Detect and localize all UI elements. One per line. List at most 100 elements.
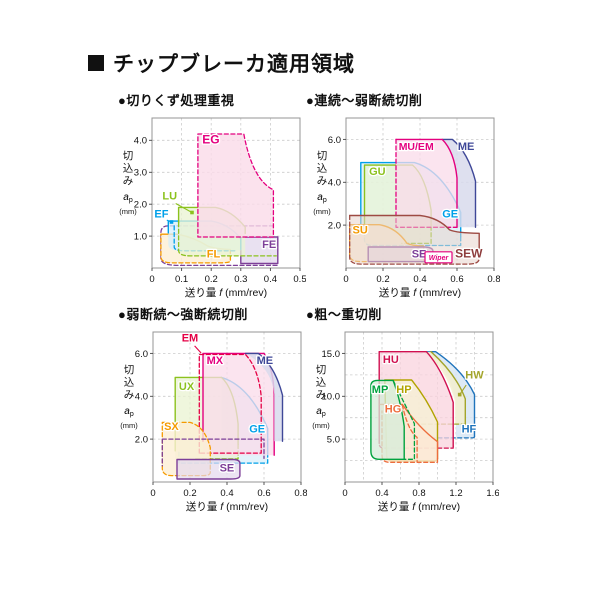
region-label-HF: HF: [462, 424, 477, 436]
svg-text:切: 切: [124, 364, 135, 376]
x-axis-label: 送り量 f (mm/rev): [379, 286, 461, 299]
regions: [160, 133, 279, 267]
x-tick-label: 0.8: [412, 488, 425, 499]
region-labels: FE FL EF LU EG: [153, 131, 277, 262]
plot-border: [151, 117, 301, 269]
region-ME: [441, 138, 477, 228]
x-axis-label: 送り量 f (mm/rev): [185, 286, 267, 299]
svg-text:み: み: [316, 389, 327, 401]
region-EG: [197, 133, 275, 238]
svg-text:ap: ap: [123, 192, 133, 204]
svg-text:ap: ap: [316, 406, 326, 418]
region-label-SEW: SEW: [455, 246, 483, 260]
region-label-LU: LU: [162, 191, 177, 203]
x-tick-label: 0.4: [264, 274, 277, 285]
svg-text:(mm): (mm): [119, 207, 137, 216]
y-axis-label: 切込み ap (mm): [312, 364, 330, 430]
svg-text:込: 込: [316, 377, 327, 389]
title-square-icon: [88, 55, 104, 71]
x-tick-label: 0.2: [183, 488, 196, 499]
region-label-EM: EM: [182, 333, 199, 345]
x-tick-label: 0.2: [376, 274, 389, 285]
page-title-text: チップブレーカ適用領域: [113, 53, 355, 76]
y-tick-label: 1.0: [134, 232, 147, 243]
region-SE: [161, 438, 265, 480]
y-tick-label: 15.0: [322, 349, 341, 360]
region-label-SU: SU: [353, 225, 368, 237]
chart-rough-heavy: 0 0.4 0.8 1.2 1.6 5.0 10.0 15.0 送り量 f (mm/rev) 切込…: [312, 331, 500, 513]
chart-subtitle-chip-control: ●切りくず処理重視: [118, 93, 235, 108]
region-label-HP: HP: [396, 384, 411, 396]
region-label-HW: HW: [465, 369, 484, 381]
region-label-SX: SX: [164, 421, 179, 433]
axis-ticks: 0 0.4 0.8 1.2 1.6 5.0 10.0 15.0: [322, 349, 500, 499]
y-tick-label: 2.0: [328, 221, 341, 232]
x-tick-label: 0.5: [293, 274, 306, 285]
svg-text:み: み: [317, 175, 328, 187]
region-label-HU: HU: [383, 354, 399, 366]
page-title: チップブレーカ適用領域: [88, 48, 355, 78]
x-tick-label: 0: [150, 488, 155, 499]
svg-text:切: 切: [316, 364, 327, 376]
regions: [370, 351, 476, 463]
region-label-MX: MX: [207, 355, 224, 367]
svg-text:ap: ap: [317, 192, 327, 204]
chart-interrupted: 0 0.2 0.4 0.6 0.8 2.0 4.0 6.0 送り量 f (mm/rev) 切込みa…: [120, 331, 307, 513]
x-tick-label: 0: [343, 274, 348, 285]
x-tick-label: 0.8: [487, 274, 500, 285]
svg-text:込: 込: [123, 163, 134, 175]
y-tick-label: 5.0: [327, 435, 340, 446]
region-label-SE: SE: [412, 249, 427, 261]
chart-panel-rough-heavy: 0 0.4 0.8 1.2 1.6 5.0 10.0 15.0 送り量 f (mm/rev) 切込…: [299, 326, 499, 518]
chart-subtitle-continuous: ●連続〜弱断続切削: [306, 93, 423, 108]
x-tick-label: 0.6: [450, 274, 463, 285]
region-EM: [198, 353, 262, 454]
region-label-ME: ME: [257, 355, 274, 367]
chart-subtitle-rough-heavy: ●粗〜重切削: [306, 307, 382, 322]
x-tick-label: 1.6: [486, 488, 499, 499]
region-label-EG: EG: [202, 133, 219, 147]
x-tick-label: 0.2: [205, 274, 218, 285]
svg-text:切: 切: [317, 150, 328, 162]
region-ME: [244, 352, 284, 442]
label-leader-dot: [457, 392, 462, 397]
y-axis-label: 切込み ap (mm): [119, 150, 137, 216]
svg-text:込: 込: [317, 163, 328, 175]
svg-text:み: み: [123, 175, 134, 187]
svg-text:(mm): (mm): [120, 421, 138, 430]
chart-panel-continuous: 0 0.2 0.4 0.6 0.8 2.0 4.0 6.0 送り量 f (mm/rev) 切込み a…: [300, 112, 500, 304]
chart-chip-control: 0 0.1 0.2 0.3 0.4 0.5 1.0 2.0 3.0 4.0 送り量 f (mm/re…: [119, 117, 306, 299]
region-label-EF: EF: [154, 209, 168, 221]
region-MP: [370, 379, 416, 460]
axis-ticks: 0 0.2 0.4 0.6 0.8 2.0 4.0 6.0: [135, 349, 307, 499]
x-tick-label: 0.4: [413, 274, 426, 285]
wiper-badge: [424, 251, 453, 264]
y-tick-label: 4.0: [328, 178, 341, 189]
x-tick-label: 0.3: [234, 274, 247, 285]
x-axis-label: 送り量 f (mm/rev): [186, 500, 268, 513]
svg-text:(mm): (mm): [313, 207, 331, 216]
region-label-FE: FE: [262, 239, 276, 251]
chart-panel-chip-control: 0 0.1 0.2 0.3 0.4 0.5 1.0 2.0 3.0 4.0 送り量 f (mm/re…: [106, 112, 306, 304]
svg-text:切: 切: [123, 150, 134, 162]
y-axis-label: 切込み ap (mm): [120, 364, 138, 430]
chart-subtitle-interrupted: ●弱断続〜強断続切削: [118, 307, 248, 322]
y-tick-label: 3.0: [134, 168, 147, 179]
x-tick-label: 0: [342, 488, 347, 499]
axis-ticks: 0 0.2 0.4 0.6 0.8 2.0 4.0 6.0: [328, 135, 500, 285]
y-tick-label: 4.0: [134, 136, 147, 147]
y-tick-label: 2.0: [134, 200, 147, 211]
y-axis-label: 切込み ap (mm): [313, 150, 331, 216]
region-labels: HF HW HU HP HG MP: [370, 353, 485, 437]
region-label-FL: FL: [207, 249, 221, 261]
svg-text:込: 込: [124, 377, 135, 389]
label-leader-line: [175, 203, 193, 213]
y-tick-label: 2.0: [135, 435, 148, 446]
svg-text:(mm): (mm): [312, 421, 330, 430]
x-axis-label: 送り量 f (mm/rev): [378, 500, 460, 513]
x-tick-label: 0.1: [175, 274, 188, 285]
region-label-UX: UX: [179, 381, 195, 393]
x-tick-label: 0.6: [257, 488, 270, 499]
wiper-badge-text: Wiper: [429, 255, 450, 262]
